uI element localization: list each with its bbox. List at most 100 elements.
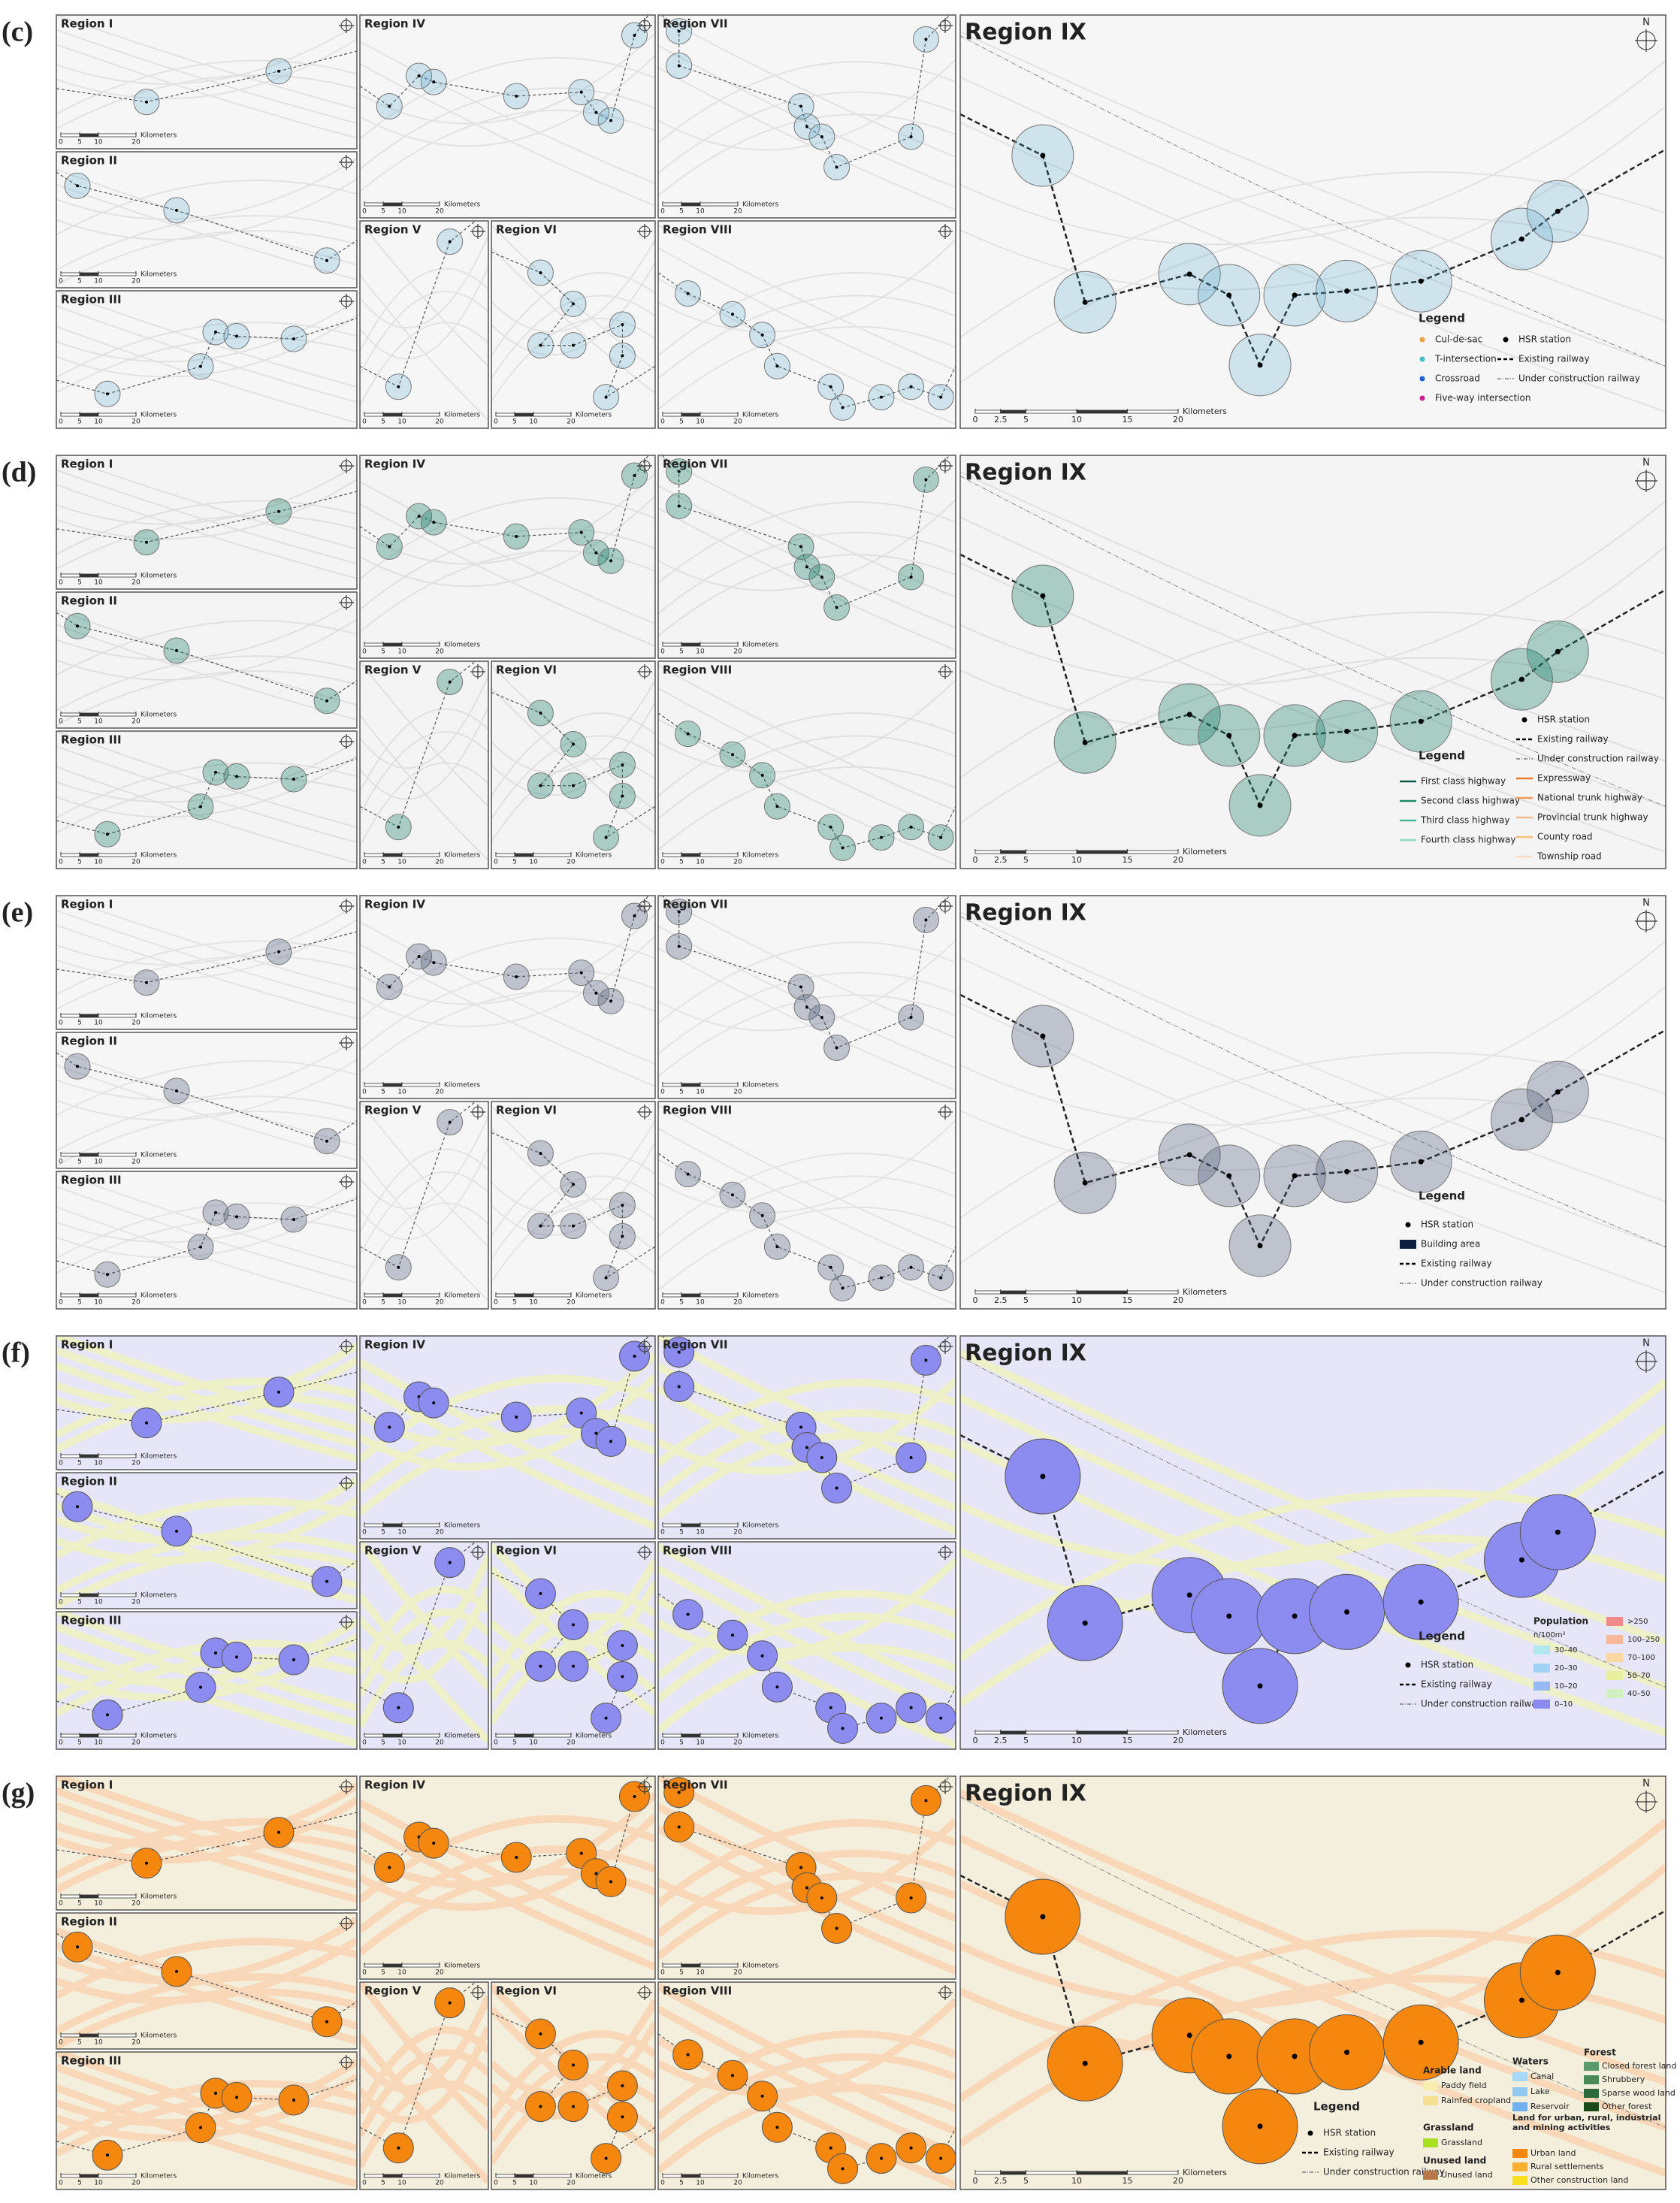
scale-segment [382,412,403,417]
railway [360,455,649,562]
scale-segment [79,853,99,857]
scale-label: 2.5 [994,1736,1008,1745]
map-body [360,1336,655,1539]
background-road [56,59,357,115]
north-arrow [637,899,652,914]
legend-label: HSR station [1518,334,1571,345]
background-road [491,1590,655,1679]
region-label: Region IV [364,1778,425,1792]
hsr-station [579,530,583,534]
scale-segment [699,1523,739,1528]
legend-label: 70–100 [1627,1654,1655,1662]
background-road [491,1175,655,1260]
map-frame [359,895,656,1099]
background-road [56,74,357,130]
scale-label: 0 [59,2180,63,2187]
hsr-station [417,515,421,518]
scale-label: 0 [362,208,367,216]
hsr-station [214,1210,217,1214]
background-road [56,731,357,829]
background-road [360,221,488,367]
hsr-station [1186,271,1192,277]
scale-unit: Kilometers [742,1963,778,1970]
scale-label: 5 [512,419,517,426]
scale-segment [79,412,99,417]
map-body [491,1982,655,2189]
scale-label: 0 [59,1900,63,1908]
hsr-station [388,104,391,108]
background-road [56,762,357,819]
legend-symbol [1584,2089,1599,2098]
legend: Legend First class highway Second class hi… [1400,715,1659,862]
scale-label: 20 [733,419,742,426]
scale-segment [1000,850,1026,854]
background-road [960,59,1666,246]
scale-label: 0 [59,419,63,426]
map-background [360,1102,488,1309]
scale-label: 0 [660,1089,665,1096]
legend-label: Crossroad [1435,373,1480,384]
hsr-station [1186,1592,1192,1598]
scale-label: 20 [1173,1295,1183,1305]
legend-label: Existing railway [1421,1259,1492,1269]
hsr-station [841,1727,845,1730]
scale-segment [1127,1290,1179,1295]
hsr-station [760,1654,764,1658]
legend-label: Other forest [1602,2102,1652,2111]
scale-label: 5 [679,208,684,216]
scale-segment [662,1733,682,1738]
scale-label: 10 [94,1299,103,1307]
background-road [360,2033,488,2184]
scale-segment [1127,409,1179,414]
region-label: Region VII [663,1338,728,1352]
map-body [56,592,357,728]
hsr-station [760,2094,764,2098]
background-road [360,32,655,125]
legend-label: Under construction railway [1421,1699,1543,1709]
legend-symbol [1423,2171,1438,2180]
background-road [56,1392,357,1453]
background-road [491,272,655,356]
background-road [56,924,357,1020]
scale-segment [60,1014,80,1018]
region-label: Region I [61,17,113,31]
scale-label: 20 [733,1529,742,1537]
scale-segment [401,1083,440,1087]
scale-segment [1127,1730,1179,1735]
legend-symbol [1405,1662,1411,1668]
background-road [56,229,357,286]
background-road [360,55,655,147]
hsr-station [594,110,598,114]
scale-label: 10 [696,1969,705,1977]
scale-segment [79,712,99,717]
railway [360,1102,476,1268]
scale-label: 0 [973,1295,978,1305]
hsr-station [621,2084,624,2087]
scale-unit: Kilometers [141,1893,177,1901]
background-road [658,925,956,1069]
map-frame [959,1775,1666,2190]
scale-segment [514,853,534,857]
hsr-station [145,1861,148,1865]
scale-segment [1000,1290,1026,1295]
scale-unit: Kilometers [576,412,612,419]
legend-title: Legend [1313,2100,1360,2114]
scale-segment [60,2033,80,2038]
hsr-station [677,1350,681,1354]
map-background [658,15,956,218]
hsr-station [235,1655,238,1659]
map-background [658,896,956,1098]
map-body [658,221,956,428]
map-frame [56,1912,358,2050]
north-arrow [938,18,953,33]
hsr-station [448,1120,452,1124]
railway [360,661,476,828]
scale-label: 20 [131,1020,141,1027]
legend-label: Existing railway [1518,354,1590,364]
